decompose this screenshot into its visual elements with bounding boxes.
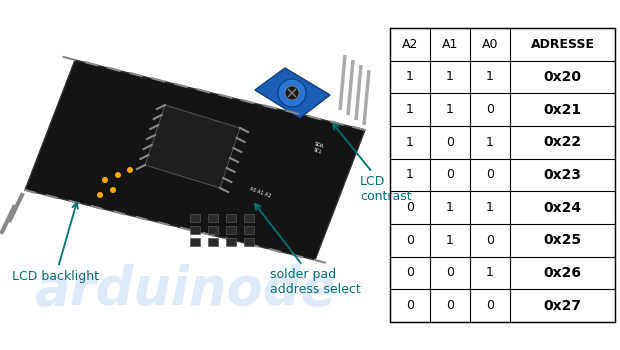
Text: 0: 0 (446, 266, 454, 280)
Text: SDA
SCL: SDA SCL (311, 141, 325, 155)
Bar (244, 226, 254, 234)
Polygon shape (145, 105, 240, 188)
Circle shape (127, 167, 133, 173)
Circle shape (285, 86, 299, 100)
Text: 1: 1 (486, 136, 494, 149)
Text: 0x20: 0x20 (544, 70, 582, 84)
Bar (226, 214, 236, 222)
Text: 0: 0 (486, 168, 494, 182)
Bar (208, 238, 218, 246)
Circle shape (278, 79, 306, 107)
Bar (190, 226, 200, 234)
Text: 0: 0 (406, 266, 414, 280)
Text: 1: 1 (446, 201, 454, 214)
Text: 0: 0 (446, 299, 454, 312)
Text: 0: 0 (486, 299, 494, 312)
Text: LCD backlight: LCD backlight (12, 203, 99, 283)
Text: A2: A2 (402, 38, 418, 51)
Text: ADRESSE: ADRESSE (531, 38, 595, 51)
Circle shape (97, 192, 103, 198)
Text: 0x26: 0x26 (544, 266, 582, 280)
Text: 1: 1 (486, 266, 494, 280)
Text: LCD
contrast: LCD contrast (333, 124, 412, 203)
Text: 1: 1 (446, 234, 454, 247)
Text: 0x27: 0x27 (544, 299, 582, 313)
Text: 0: 0 (406, 299, 414, 312)
Circle shape (115, 172, 121, 178)
Text: 0: 0 (446, 168, 454, 182)
Text: 0x24: 0x24 (544, 201, 582, 215)
Bar (190, 238, 200, 246)
Text: 1: 1 (486, 201, 494, 214)
Text: 1: 1 (406, 168, 414, 182)
Text: 1: 1 (446, 70, 454, 84)
Polygon shape (25, 60, 365, 260)
Circle shape (102, 177, 108, 183)
Bar (226, 238, 236, 246)
Text: 0: 0 (486, 103, 494, 116)
Text: A1: A1 (442, 38, 458, 51)
Text: solder pad
address select: solder pad address select (255, 204, 361, 296)
Text: 1: 1 (446, 103, 454, 116)
Bar (244, 214, 254, 222)
Text: 0: 0 (406, 201, 414, 214)
Text: 0x22: 0x22 (544, 135, 582, 149)
Text: 1: 1 (486, 70, 494, 84)
Bar (390, 28, 615, 322)
Text: 0x21: 0x21 (544, 103, 582, 117)
Text: 1: 1 (406, 70, 414, 84)
Text: 0x25: 0x25 (544, 233, 582, 247)
Bar (190, 214, 200, 222)
Text: 0: 0 (406, 234, 414, 247)
Text: A0: A0 (482, 38, 498, 51)
Text: 0x23: 0x23 (544, 168, 582, 182)
Polygon shape (255, 68, 330, 118)
Bar (244, 238, 254, 246)
Bar (226, 226, 236, 234)
Bar (208, 226, 218, 234)
Text: 0: 0 (486, 234, 494, 247)
Text: A0 A1 A2: A0 A1 A2 (249, 187, 272, 199)
Bar (208, 214, 218, 222)
Text: arduinode: arduinode (34, 264, 336, 316)
Text: 1: 1 (406, 136, 414, 149)
Circle shape (110, 187, 116, 193)
Text: 0: 0 (446, 136, 454, 149)
Text: POWER: POWER (118, 217, 141, 229)
Text: 1: 1 (406, 103, 414, 116)
